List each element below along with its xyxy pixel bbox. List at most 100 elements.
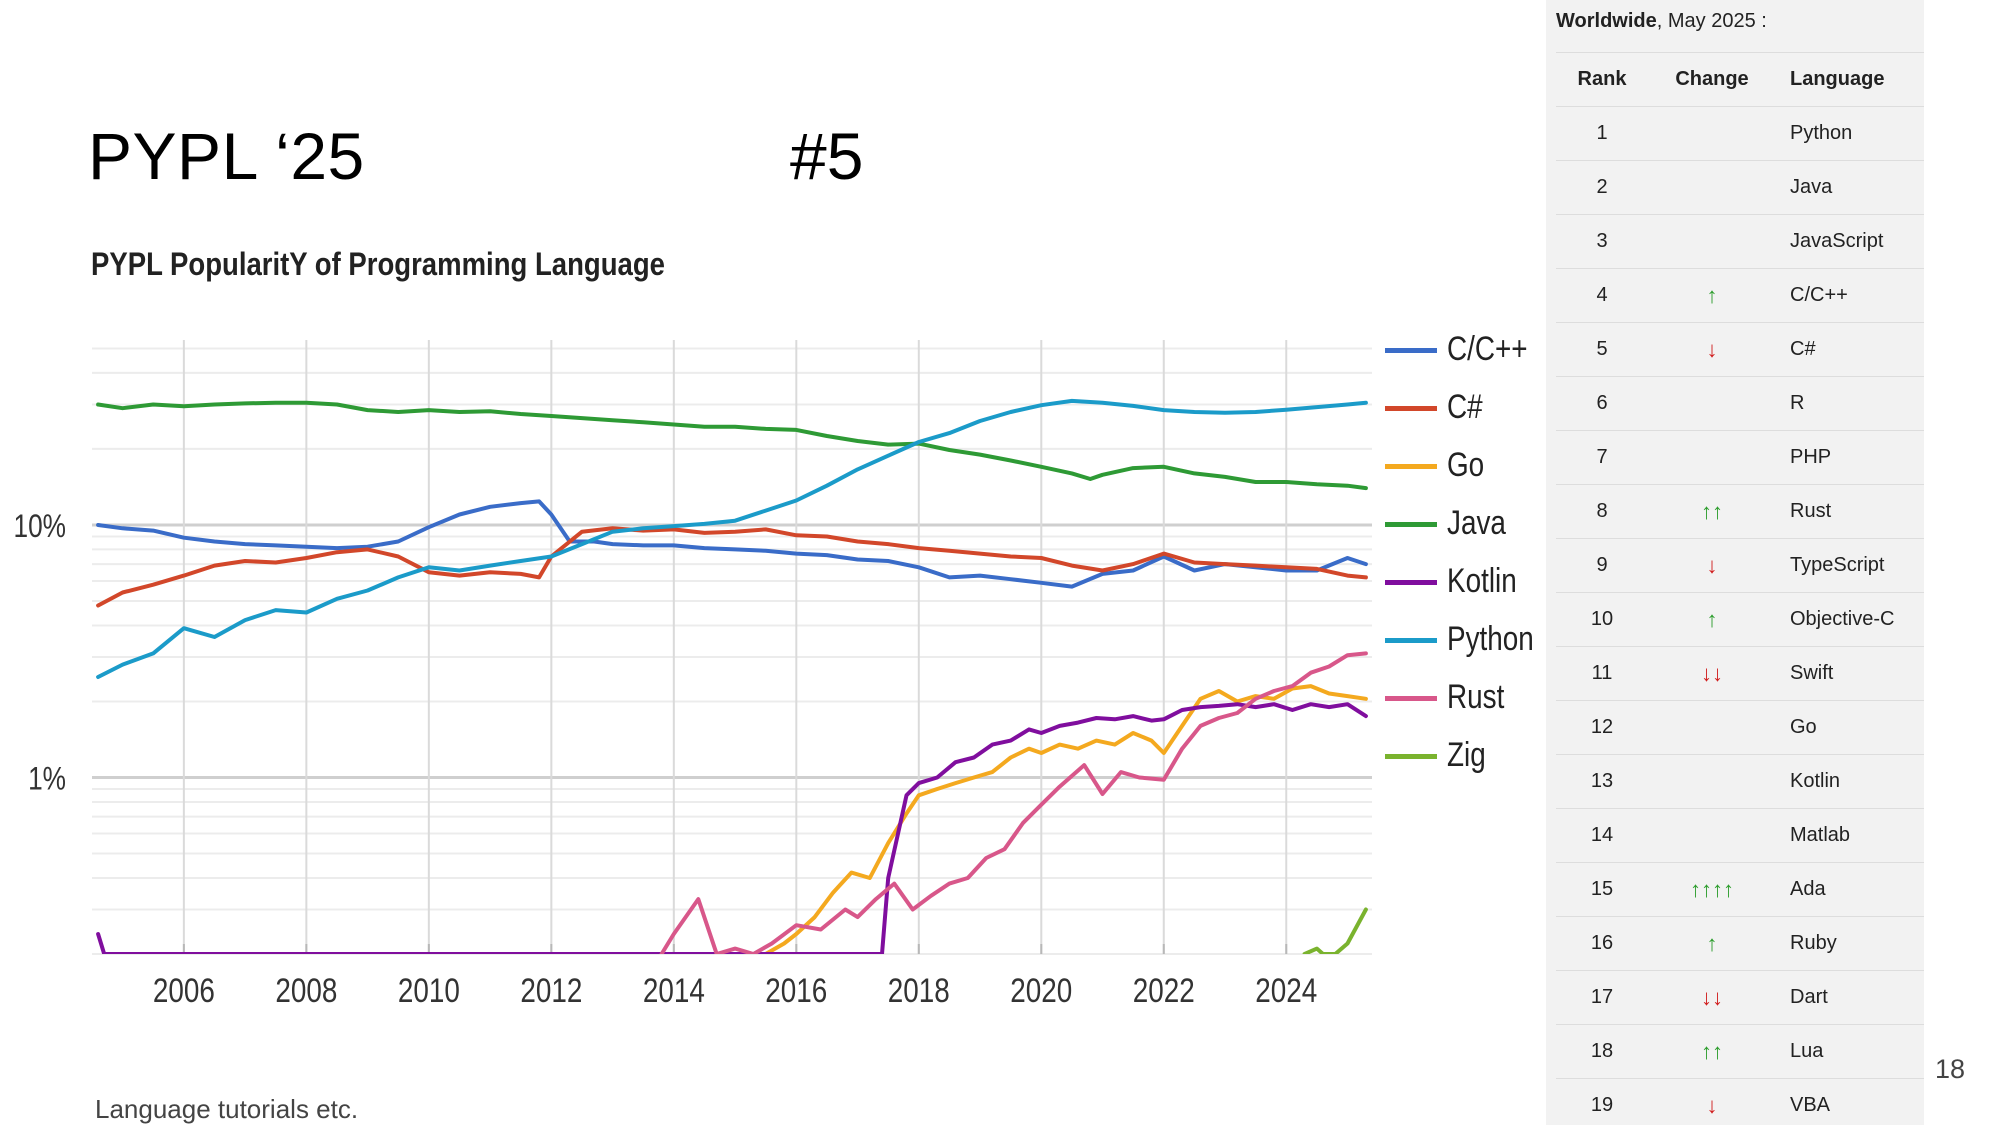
ranking-row: 4↑C/C++ — [1556, 269, 1924, 323]
arrow-down-icon: ↓ — [1707, 1093, 1718, 1118]
legend-label: Zig — [1447, 736, 1486, 775]
legend-item: Kotlin — [1385, 562, 1555, 602]
language-cell: Python — [1776, 107, 1924, 161]
change-cell: ↑↑ — [1648, 1025, 1776, 1079]
ranking-region: Worldwide — [1556, 10, 1657, 32]
chart-title: PYPL PopularitY of Programming Language — [91, 246, 665, 283]
rank-cell: 12 — [1556, 701, 1648, 755]
language-cell: Ruby — [1776, 917, 1924, 971]
language-cell: VBA — [1776, 1079, 1924, 1132]
ranking-row: 9 ↓ TypeScript — [1556, 539, 1924, 593]
series-line-c-c- — [98, 501, 1366, 586]
language-cell: Objective-C — [1776, 593, 1924, 647]
legend-swatch — [1385, 348, 1437, 353]
x-tick-label: 2010 — [398, 971, 460, 1009]
rank-cell: 6 — [1556, 377, 1648, 431]
arrow-down-icon: ↓↓ — [1701, 661, 1723, 686]
legend-swatch — [1385, 464, 1437, 469]
legend-item: Rust — [1385, 678, 1555, 718]
x-tick-label: 2024 — [1255, 971, 1317, 1009]
ranking-row: 16↑Ruby — [1556, 917, 1924, 971]
language-cell: C/C++ — [1776, 269, 1924, 323]
language-cell: Java — [1776, 161, 1924, 215]
page-number: 18 — [1935, 1054, 1965, 1085]
change-cell: ↓↓ — [1648, 647, 1776, 701]
series-line-zig — [1305, 910, 1366, 955]
column-header-language: Language — [1776, 53, 1924, 107]
rank-cell: 1 — [1556, 107, 1648, 161]
rank-cell: 13 — [1556, 755, 1648, 809]
ranking-heading: Worldwide, May 2025 : — [1556, 10, 1767, 33]
change-cell: ↑ — [1648, 593, 1776, 647]
change-cell — [1648, 809, 1776, 863]
legend-swatch — [1385, 638, 1437, 643]
slide-title: PYPL ‘25 — [88, 118, 365, 194]
change-cell: ↑↑↑↑ — [1648, 863, 1776, 917]
arrow-up-icon: ↑↑ — [1701, 1039, 1723, 1064]
rank-cell: 11 — [1556, 647, 1648, 701]
ranking-row: 19↓VBA — [1556, 1079, 1924, 1132]
rank-cell: 5 — [1556, 323, 1648, 377]
legend-item: C# — [1385, 388, 1555, 428]
rank-cell: 9 — [1556, 539, 1648, 593]
change-cell — [1648, 755, 1776, 809]
rank-cell: 7 — [1556, 431, 1648, 485]
arrow-down-icon: ↓ — [1707, 553, 1718, 578]
x-tick-label: 2020 — [1010, 971, 1072, 1009]
arrow-up-icon: ↑ — [1707, 931, 1718, 956]
arrow-up-icon: ↑ — [1707, 607, 1718, 632]
legend-swatch — [1385, 580, 1437, 585]
ranking-row: 10 ↑ Objective-C — [1556, 593, 1924, 647]
legend-swatch — [1385, 754, 1437, 759]
x-tick-label: 2008 — [275, 971, 337, 1009]
rank-cell: 10 — [1556, 593, 1648, 647]
legend-label: Go — [1447, 446, 1484, 485]
change-cell — [1648, 107, 1776, 161]
ranking-header-row: Rank Change Language — [1556, 53, 1924, 107]
rank-cell: 18 — [1556, 1025, 1648, 1079]
change-cell: ↓↓ — [1648, 971, 1776, 1025]
series-line-c- — [98, 528, 1366, 605]
x-tick-label: 2018 — [888, 971, 950, 1009]
language-cell: TypeScript — [1776, 539, 1924, 593]
rank-cell: 3 — [1556, 215, 1648, 269]
x-tick-label: 2012 — [520, 971, 582, 1009]
change-cell: ↓ — [1648, 539, 1776, 593]
series-line-python — [98, 401, 1366, 677]
rank-cell: 15 — [1556, 863, 1648, 917]
change-cell: ↑ — [1648, 269, 1776, 323]
change-cell — [1648, 431, 1776, 485]
ranking-row: 17↓↓Dart — [1556, 971, 1924, 1025]
legend-swatch — [1385, 696, 1437, 701]
arrow-up-icon: ↑↑ — [1701, 499, 1723, 524]
change-cell — [1648, 377, 1776, 431]
language-cell: Lua — [1776, 1025, 1924, 1079]
legend-label: Python — [1447, 620, 1534, 659]
legend-item: Python — [1385, 620, 1555, 660]
ranking-row: 15↑↑↑↑Ada — [1556, 863, 1924, 917]
change-cell: ↓ — [1648, 323, 1776, 377]
series-line-java — [98, 403, 1366, 488]
legend-item: Zig — [1385, 736, 1555, 776]
legend-item: Go — [1385, 446, 1555, 486]
change-cell — [1648, 215, 1776, 269]
legend-swatch — [1385, 406, 1437, 411]
rank-badge: #5 — [790, 118, 863, 194]
legend-label: Kotlin — [1447, 562, 1517, 601]
y-tick-label: 10% — [13, 510, 66, 545]
legend-item: Java — [1385, 504, 1555, 544]
column-header-rank: Rank — [1556, 53, 1648, 107]
legend-swatch — [1385, 522, 1437, 527]
legend-label: Java — [1447, 504, 1506, 543]
ranking-period: , May 2025 : — [1657, 10, 1767, 32]
change-cell: ↑ — [1648, 917, 1776, 971]
arrow-up-icon: ↑↑↑↑ — [1690, 877, 1734, 902]
